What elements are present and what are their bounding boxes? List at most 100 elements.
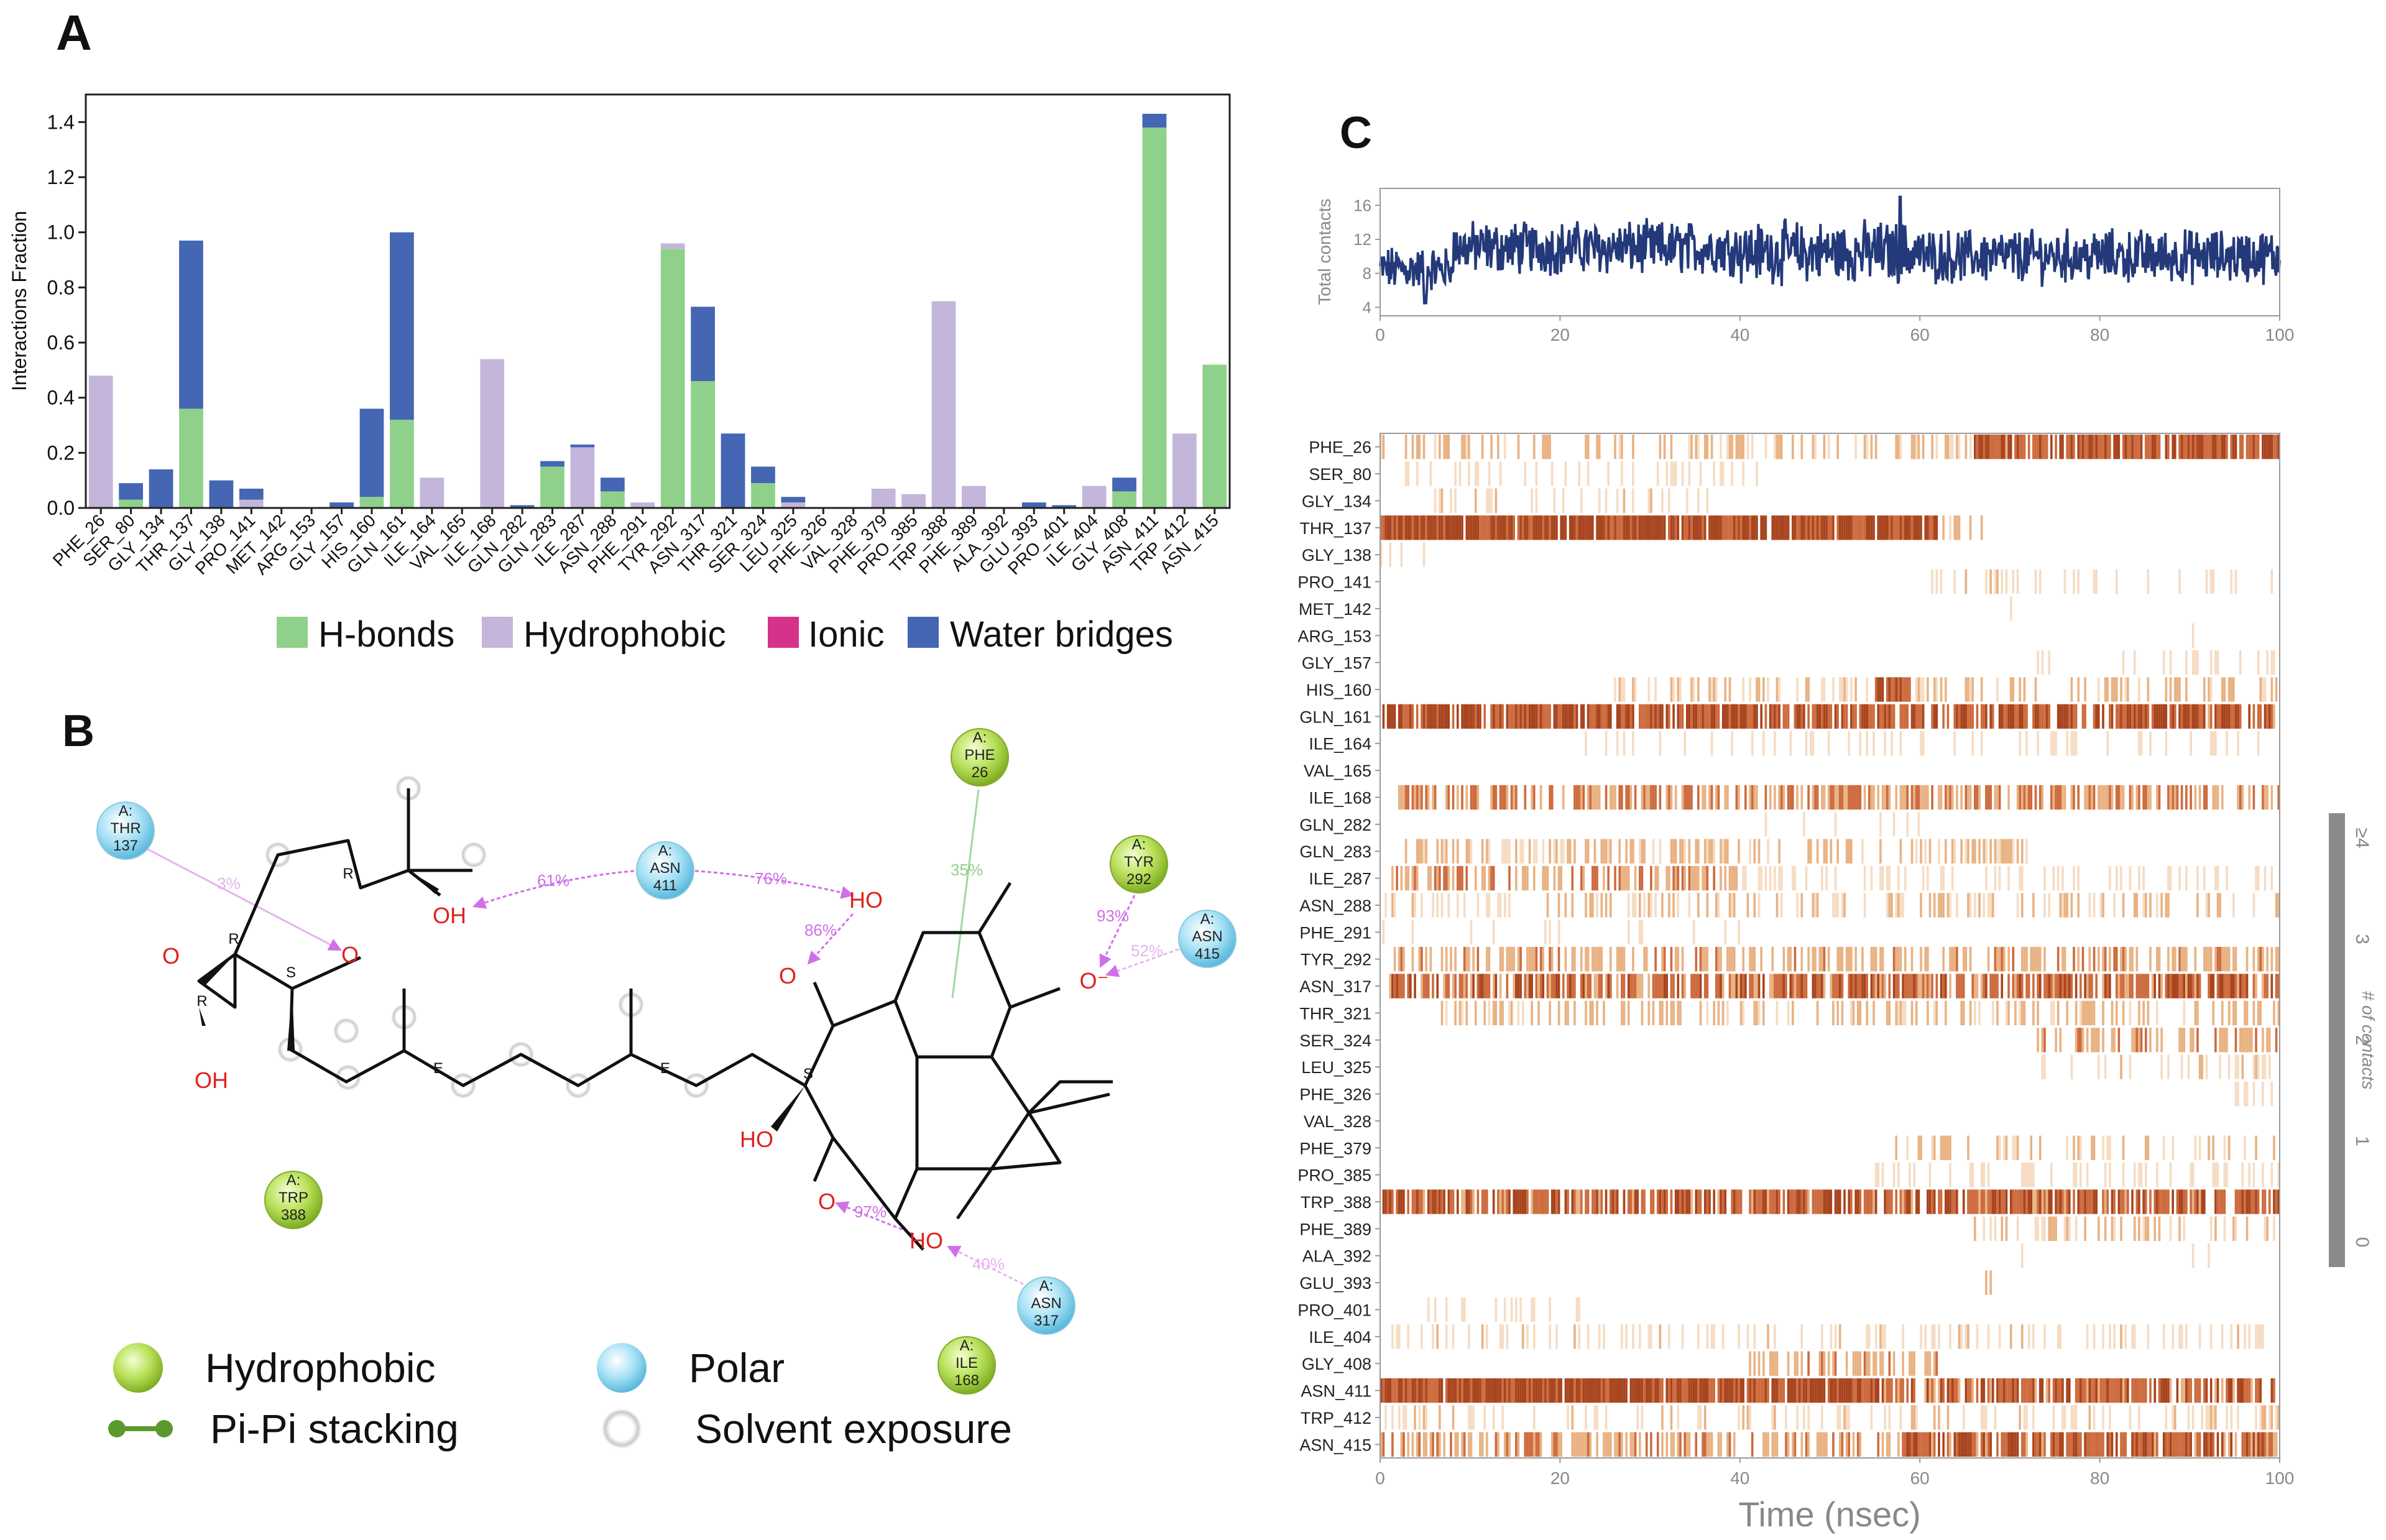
heatmap-cell: [1524, 1432, 1527, 1457]
heatmap-cell: [2230, 974, 2233, 998]
heatmap-cell: [2223, 974, 2226, 998]
heatmap-cell: [1483, 704, 1486, 729]
heatmap-cell: [1796, 515, 1799, 540]
hbond-line-asn411-oh-right: [688, 869, 855, 899]
heatmap-cell: [2122, 1162, 2125, 1187]
heatmap-cell: [2117, 785, 2121, 810]
heatmap-cell: [1742, 947, 1745, 972]
heatmap-cell: [1440, 1189, 1444, 1214]
heatmap-cell: [2106, 435, 2109, 459]
heatmap-cell: [2196, 1432, 2199, 1457]
heatmap-cell: [1596, 1378, 1598, 1403]
heatmap-cell: [1931, 1432, 1933, 1457]
heatmap-cell: [1659, 1189, 1662, 1214]
heatmap-cell: [1994, 785, 1997, 810]
heatmap-cell: [2268, 1189, 2271, 1214]
heatmap-cell: [2115, 865, 2118, 891]
heatmap-cell: [2230, 677, 2233, 702]
heatmap-cell: [1987, 1162, 1990, 1187]
heatmap-cell: [1380, 435, 1383, 459]
heatmap-cell: [1899, 1000, 1902, 1026]
heatmap-cell: [1573, 1378, 1576, 1403]
heatmap-cell: [1517, 1000, 1520, 1026]
heatmap-cell: [1445, 704, 1448, 729]
heatmap-cell: [1503, 839, 1506, 864]
heatmap-cell: [1782, 704, 1785, 729]
heatmap-cell: [1974, 785, 1976, 810]
heatmap-cell: [1636, 1378, 1639, 1403]
heatmap-cell: [2198, 1054, 2201, 1079]
heatmap-cell: [2019, 865, 2021, 891]
heatmap-cell: [2091, 1432, 2093, 1457]
heatmap-cell: [1823, 704, 1826, 729]
heatmap-cell: [2095, 704, 2098, 729]
heatmap-cell: [1942, 704, 1945, 729]
heatmap-cell: [2203, 704, 2206, 729]
heatmap-cell: [1949, 785, 1951, 810]
heatmap-cell: [2172, 1405, 2174, 1430]
heatmap-cell: [1974, 893, 1976, 918]
heatmap-cell: [1422, 974, 1426, 998]
heatmap-cell: [1928, 893, 1932, 918]
x-tick-label: 40: [1730, 325, 1749, 344]
heatmap-cell: [1850, 1189, 1853, 1214]
heatmap-cell: [2203, 1189, 2206, 1214]
heatmap-cell: [1856, 974, 1859, 998]
heatmap-row-label: THR_321: [1299, 1004, 1371, 1023]
heatmap-cell: [2027, 1324, 2030, 1349]
heatmap-cell: [1980, 1378, 1983, 1403]
heatmap-cell: [1562, 785, 1565, 810]
heatmap-cell: [2227, 974, 2231, 998]
heatmap-cell: [1535, 947, 1538, 972]
heatmap-cell: [1688, 704, 1691, 729]
heatmap-cell: [2037, 1028, 2039, 1053]
heatmap-cell: [1429, 1378, 1432, 1403]
heatmap-cell: [2122, 1135, 2125, 1160]
heatmap-cell: [2142, 785, 2145, 810]
heatmap-cell: [1983, 974, 1986, 998]
heatmap-cell: [1949, 1162, 1951, 1187]
heatmap-cell: [1411, 704, 1414, 729]
heatmap-cell: [1656, 974, 1659, 998]
heatmap-cell: [1400, 865, 1403, 891]
heatmap-cell: [1762, 1000, 1765, 1026]
heatmap-cell: [1827, 1351, 1830, 1376]
heatmap-cell: [1767, 677, 1769, 702]
heatmap-cell: [1843, 704, 1846, 729]
heatmap-cell: [1474, 785, 1477, 810]
heatmap-cell: [2140, 731, 2143, 756]
heatmap-cell: [2113, 893, 2116, 918]
heatmap-cell: [1699, 461, 1702, 486]
heatmap-cell: [2099, 785, 2103, 810]
heatmap-cell: [2216, 865, 2219, 891]
bond-path: [1028, 1092, 1110, 1115]
heatmap-cell: [2255, 1135, 2257, 1160]
heatmap-cell: [1877, 1162, 1880, 1187]
heatmap-cell: [2131, 704, 2134, 729]
heatmap-cell: [1703, 1189, 1707, 1214]
heatmap-cell: [1517, 974, 1520, 998]
heatmap-cell: [1616, 731, 1619, 756]
heatmap-cell: [2160, 893, 2163, 918]
heatmap-cell: [1672, 461, 1675, 486]
heatmap-cell: [1821, 1378, 1823, 1403]
heatmap-cell: [2212, 785, 2215, 810]
heatmap-cell: [1976, 1378, 1979, 1403]
heatmap-cell: [1476, 461, 1480, 486]
heatmap-cell: [1535, 1432, 1538, 1457]
heatmap-cell: [2097, 1028, 2100, 1053]
heatmap-cell: [1836, 893, 1839, 918]
heatmap-cell: [1731, 1189, 1733, 1214]
heatmap-cell: [1398, 1378, 1401, 1403]
heatmap-cell: [2059, 1378, 2062, 1403]
heatmap-cell: [2237, 1324, 2239, 1349]
heatmap-cell: [1823, 1432, 1826, 1457]
heatmap-cell: [1692, 677, 1695, 702]
heatmap-cell: [1414, 1378, 1416, 1403]
heatmap-cell: [1557, 865, 1560, 891]
heatmap-cell: [1517, 1189, 1520, 1214]
heatmap-cell: [1472, 1378, 1475, 1403]
heatmap-cell: [1798, 704, 1801, 729]
heatmap-cell: [2191, 1405, 2195, 1430]
heatmap-cell: [1625, 865, 1628, 891]
